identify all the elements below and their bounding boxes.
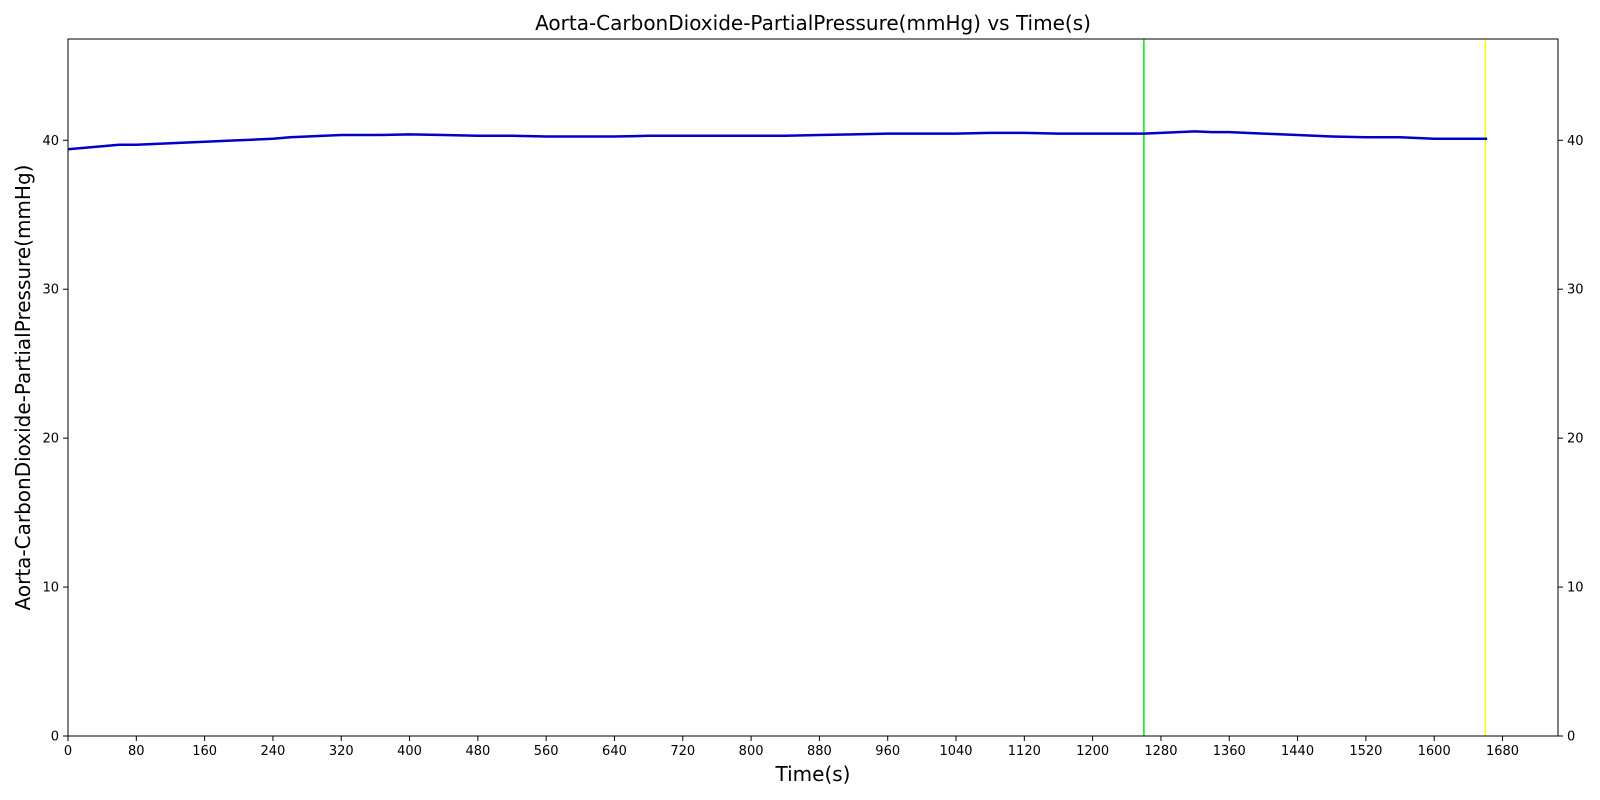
plot-background — [68, 39, 1558, 736]
x-tick-label: 720 — [670, 744, 695, 759]
x-tick-label: 1600 — [1418, 744, 1451, 759]
x-tick-label: 80 — [128, 744, 145, 759]
vertical-markers — [1143, 39, 1487, 736]
right-tick-label: 0 — [1567, 730, 1575, 745]
x-tick-label: 480 — [465, 744, 490, 759]
y-tick-label: 40 — [42, 134, 59, 149]
y-axis-ticks: 0 10 20 30 40 — [42, 134, 68, 745]
x-tick-label: 160 — [192, 744, 217, 759]
right-axis-ticks: 0 10 20 30 40 — [1558, 134, 1584, 745]
y-tick-label: 10 — [42, 581, 59, 596]
x-tick-label: 1200 — [1076, 744, 1109, 759]
x-tick-label: 1680 — [1486, 744, 1519, 759]
x-tick-label: 240 — [261, 744, 286, 759]
series-layer — [67, 130, 1488, 151]
x-tick-label: 960 — [875, 744, 900, 759]
series-line-1 — [67, 130, 1488, 151]
x-tick-label: 320 — [329, 744, 354, 759]
x-tick-label: 400 — [397, 744, 422, 759]
x-tick-label: 1440 — [1281, 744, 1314, 759]
x-tick-label: 1040 — [939, 744, 972, 759]
y-tick-label: 20 — [42, 432, 59, 447]
x-tick-label: 800 — [739, 744, 764, 759]
y-tick-label: 0 — [51, 730, 59, 745]
right-tick-label: 40 — [1567, 134, 1584, 149]
right-tick-label: 30 — [1567, 283, 1584, 298]
x-tick-label: 1360 — [1213, 744, 1246, 759]
x-tick-label: 0 — [64, 744, 72, 759]
chart-title: Aorta-CarbonDioxide-PartialPressure(mmHg… — [535, 11, 1091, 35]
x-tick-label: 560 — [534, 744, 559, 759]
x-tick-label: 1280 — [1144, 744, 1177, 759]
x-tick-label: 1120 — [1008, 744, 1041, 759]
right-tick-label: 10 — [1567, 581, 1584, 596]
x-axis-ticks: 0 80 160 240 320 400 480 560 640 720 800 880 960 1040… — [64, 736, 1519, 759]
plot-frame — [67, 38, 1559, 737]
right-tick-label: 20 — [1567, 432, 1584, 447]
x-tick-label: 1520 — [1349, 744, 1382, 759]
y-tick-label: 30 — [42, 283, 59, 298]
x-axis-label: Time(s) — [775, 762, 851, 786]
y-axis-label: Aorta-CarbonDioxide-PartialPressure(mmHg… — [11, 165, 35, 611]
x-tick-label: 640 — [602, 744, 627, 759]
x-tick-label: 880 — [807, 744, 832, 759]
